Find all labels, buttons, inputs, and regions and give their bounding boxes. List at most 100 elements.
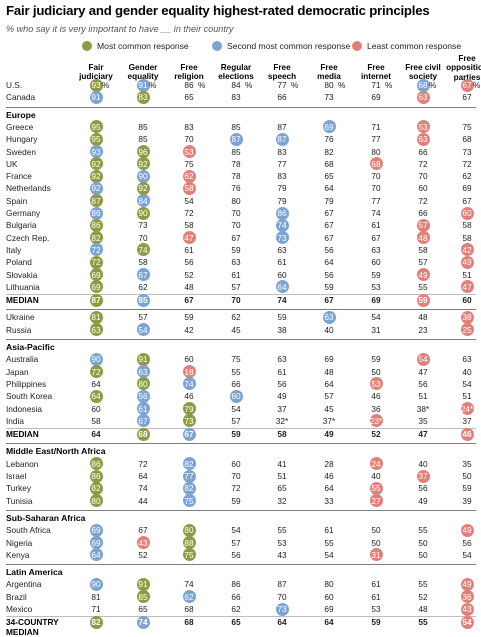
rank-bubble bbox=[89, 280, 103, 294]
table-cell: 54 bbox=[452, 378, 481, 390]
table-cell: 36 bbox=[361, 403, 391, 415]
rank-bubble bbox=[89, 365, 103, 379]
table-cell: 70 bbox=[221, 294, 251, 306]
table-cell: 69 bbox=[361, 91, 391, 103]
table-cell: 61 bbox=[174, 244, 204, 256]
section-label: Asia-Pacific bbox=[6, 342, 55, 352]
rank-bubble bbox=[275, 206, 289, 220]
row-label: Turkey bbox=[6, 483, 32, 494]
table-cell: 48 bbox=[174, 281, 204, 293]
cell-value: 50 bbox=[371, 537, 381, 548]
cell-value: 75 bbox=[231, 354, 241, 365]
cell-value: 59 bbox=[231, 429, 241, 440]
table-cell: 82 bbox=[81, 615, 111, 629]
cell-value: 54 bbox=[324, 549, 334, 560]
table-cell: 63 bbox=[408, 132, 438, 146]
row-label: Australia bbox=[6, 354, 39, 365]
row-label: Greece bbox=[6, 121, 34, 132]
cell-value: 93 bbox=[91, 146, 101, 157]
cell-value: 61 bbox=[138, 403, 148, 414]
rank-bubble bbox=[89, 548, 103, 562]
table-cell: 46 bbox=[314, 470, 344, 482]
cell-value: 54 bbox=[462, 617, 472, 628]
cell-value: 74 bbox=[138, 244, 148, 255]
cell-value: 69 bbox=[371, 92, 381, 103]
table-cell: 72 bbox=[81, 365, 111, 379]
table-cell: 49 bbox=[408, 495, 438, 507]
rank-bubble bbox=[182, 536, 196, 549]
cell-value: 56 bbox=[277, 378, 287, 389]
cell-value: 25 bbox=[462, 324, 472, 335]
table-cell: 74 bbox=[128, 243, 158, 257]
cell-value: 85 bbox=[231, 146, 241, 157]
table-cell: 49 bbox=[452, 577, 481, 591]
table-cell: 65 bbox=[174, 91, 204, 103]
table-cell: 95 bbox=[81, 132, 111, 146]
table-cell: 60 bbox=[221, 458, 251, 470]
table-cell: 54 bbox=[452, 615, 481, 629]
table-cell: 56 bbox=[221, 549, 251, 561]
row-label: France bbox=[6, 171, 32, 182]
cell-value: 73 bbox=[462, 146, 472, 157]
table-cell: 64 bbox=[314, 616, 344, 628]
table-cell: 71 bbox=[361, 121, 391, 133]
rank-bubble bbox=[136, 268, 150, 281]
row-label: Spain bbox=[6, 195, 28, 206]
cell-value: 63 bbox=[418, 134, 428, 145]
table-cell: 24 bbox=[361, 457, 391, 471]
table-cell: 64 bbox=[314, 182, 344, 194]
cell-value: 67 bbox=[462, 195, 472, 206]
table-cell: 73 bbox=[267, 602, 297, 616]
rank-bubble bbox=[136, 402, 150, 415]
table-cell: 58 bbox=[174, 219, 204, 231]
cell-value: 56 bbox=[418, 378, 428, 389]
table-cell: 59 bbox=[314, 281, 344, 293]
table-cell: 55 bbox=[361, 481, 391, 495]
cell-value: 31 bbox=[371, 324, 381, 335]
rank-bubble bbox=[275, 231, 289, 245]
row-label: Tunisia bbox=[6, 495, 33, 506]
table-cell: 59 bbox=[361, 616, 391, 628]
table-cell: 54 bbox=[128, 323, 158, 337]
cell-value: 48 bbox=[184, 281, 194, 292]
cell-value: 74 bbox=[277, 295, 287, 306]
cell-value: 80 bbox=[371, 146, 381, 157]
cell-value: 64 bbox=[277, 281, 287, 292]
table-cell: 69 bbox=[314, 603, 344, 615]
cell-value: 71 bbox=[371, 121, 381, 132]
table-cell: 46 bbox=[361, 390, 391, 402]
cell-value: 64 bbox=[324, 183, 334, 194]
cell-value: 52 bbox=[138, 549, 148, 560]
table-cell: 60 bbox=[452, 294, 481, 306]
column-header: Regular elections bbox=[218, 63, 254, 82]
cell-value: 37 bbox=[418, 471, 428, 481]
cell-value: 61 bbox=[277, 366, 287, 377]
cell-value: 36 bbox=[371, 403, 381, 414]
table-cell: 59 bbox=[408, 293, 438, 307]
table-cell: 68 bbox=[361, 157, 391, 171]
table-cell: 92 bbox=[81, 157, 111, 171]
cell-value: 83 bbox=[184, 121, 194, 132]
cell-value: 73 bbox=[138, 220, 148, 231]
table-cell: 40 bbox=[452, 366, 481, 378]
cell-value: 64 bbox=[277, 617, 287, 628]
cell-value: 28 bbox=[324, 458, 334, 469]
rank-bubble bbox=[89, 389, 103, 403]
table-cell: 63 bbox=[314, 310, 344, 324]
cell-value: 64 bbox=[138, 471, 148, 481]
row-label: UK bbox=[6, 158, 18, 169]
table-cell: 67 bbox=[361, 232, 391, 244]
cell-value: 54 bbox=[371, 312, 381, 323]
cell-value: 71 bbox=[371, 80, 381, 90]
row-label: Israel bbox=[6, 471, 27, 481]
rank-bubble bbox=[89, 243, 103, 257]
table-cell: 79 bbox=[314, 195, 344, 207]
cell-value: 59 bbox=[418, 295, 428, 306]
rank-bubble bbox=[460, 402, 474, 415]
cell-value: 59 bbox=[231, 244, 241, 255]
cell-value: 92 bbox=[91, 183, 101, 194]
table-cell: 59 bbox=[221, 428, 251, 440]
cell-value: 65 bbox=[277, 483, 287, 494]
cell-value: 75 bbox=[184, 549, 194, 560]
cell-value: 74 bbox=[371, 208, 381, 218]
